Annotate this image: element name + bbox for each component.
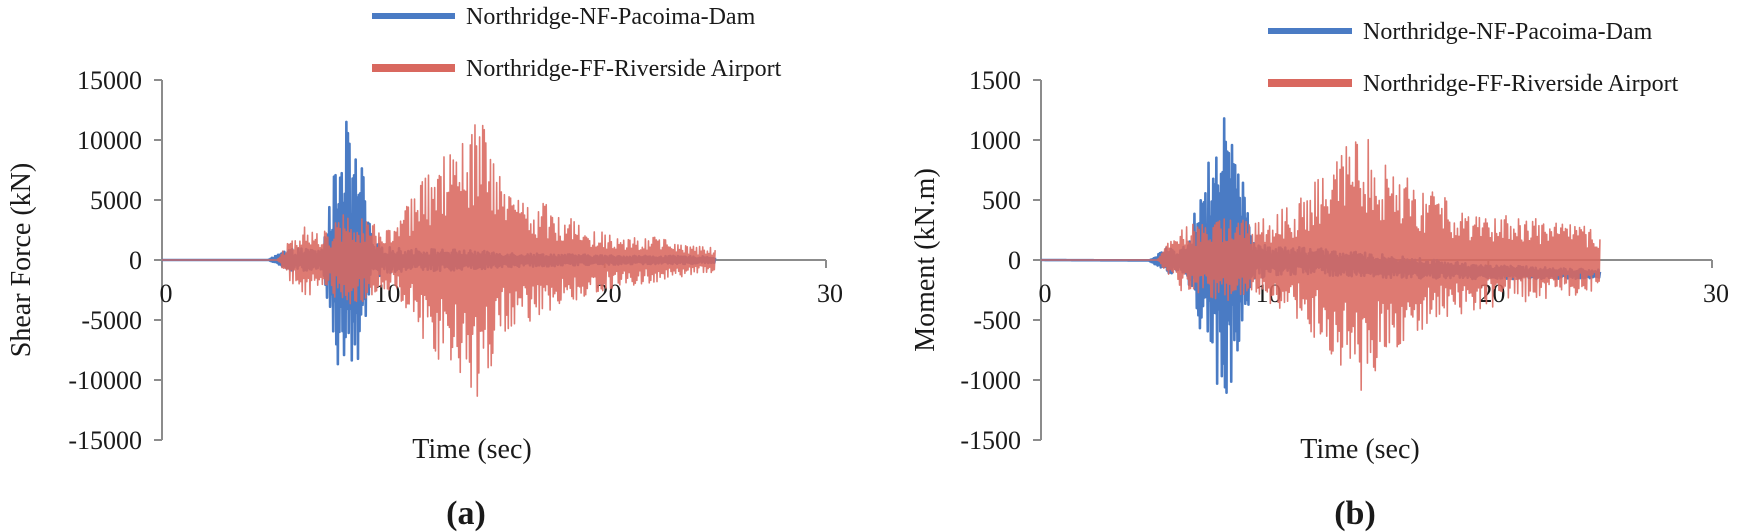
y-tick-label: 500 <box>982 186 1021 215</box>
y-tick-label: -15000 <box>68 426 142 455</box>
legend: Northridge-NF-Pacoima-Dam Northridge-FF-R… <box>1268 19 1679 97</box>
y-tick-label: 1000 <box>969 126 1021 155</box>
y-tick-label: 5000 <box>90 186 142 215</box>
x-tick-label: 30 <box>1703 279 1729 308</box>
y-tick-label: -1000 <box>960 366 1021 395</box>
legend-label: Northridge-NF-Pacoima-Dam <box>466 4 756 30</box>
y-tick-label: 10000 <box>77 126 142 155</box>
legend-label: Northridge-FF-Riverside Airport <box>466 56 782 82</box>
legend: Northridge-NF-Pacoima-Dam Northridge-FF-R… <box>372 4 782 82</box>
y-tick-label: -10000 <box>68 366 142 395</box>
y-tick-label: -5000 <box>81 306 142 335</box>
y-tick-label: -1500 <box>960 426 1021 455</box>
y-axis-title: Shear Force (kN) <box>6 163 37 357</box>
panel-label: (a) <box>446 495 486 532</box>
x-tick-label: 0 <box>160 279 173 308</box>
y-axis-title: Moment (kN.m) <box>910 168 941 352</box>
y-tick-label: 0 <box>1008 246 1021 275</box>
x-axis-title: Time (sec) <box>412 434 532 465</box>
y-tick-label: -500 <box>973 306 1021 335</box>
series-group <box>161 120 717 397</box>
legend-label: Northridge-FF-Riverside Airport <box>1363 71 1679 97</box>
legend-label: Northridge-NF-Pacoima-Dam <box>1363 19 1653 45</box>
series-line-riverside-airport <box>1040 138 1601 391</box>
y-tick-label: 1500 <box>969 66 1021 95</box>
x-axis-title: Time (sec) <box>1300 434 1420 465</box>
y-tick-label: 0 <box>129 246 142 275</box>
y-tick-label: 15000 <box>77 66 142 95</box>
series-group <box>1040 117 1602 394</box>
x-tick-label: 0 <box>1039 279 1052 308</box>
x-tick-label: 30 <box>817 279 843 308</box>
panel-label: (b) <box>1334 495 1376 532</box>
series-line-riverside-airport <box>161 124 716 397</box>
